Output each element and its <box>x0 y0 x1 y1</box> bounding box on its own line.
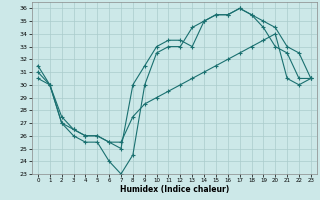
X-axis label: Humidex (Indice chaleur): Humidex (Indice chaleur) <box>120 185 229 194</box>
